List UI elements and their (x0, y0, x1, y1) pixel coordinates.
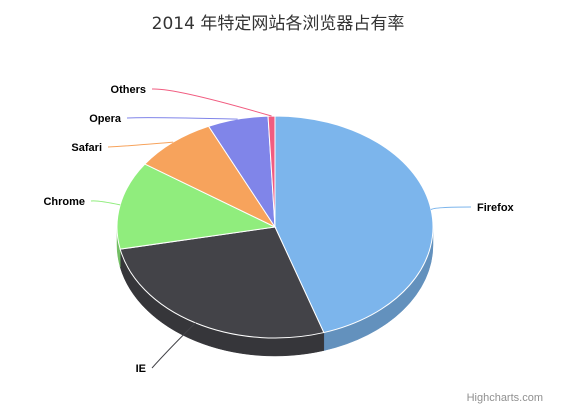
connector-opera (126, 117, 238, 120)
pie-slices (116, 115, 434, 339)
connector-firefox (430, 206, 472, 211)
data-label-chrome: Chrome (43, 196, 85, 208)
slice-chrome (116, 163, 277, 250)
data-label-connectors (90, 88, 472, 369)
data-label-safari: Safari (71, 142, 102, 154)
data-label-others: Others (111, 84, 146, 96)
slice-firefox (274, 115, 434, 334)
slice-safari (144, 125, 277, 229)
connector-others (151, 88, 272, 117)
connector-safari (107, 141, 174, 148)
connector-chrome (90, 200, 121, 206)
data-label-firefox: Firefox (477, 202, 515, 214)
chart-title: 2014 年特定网站各浏览器占有率 (152, 14, 405, 34)
data-label-ie: IE (136, 363, 146, 375)
data-labels: Firefox IE Chrome Safari Opera Others (43, 84, 514, 375)
connector-ie (151, 322, 196, 369)
data-label-opera: Opera (89, 113, 122, 125)
slice-ie (119, 226, 325, 339)
credits-link[interactable]: Highcharts.com (467, 392, 543, 404)
